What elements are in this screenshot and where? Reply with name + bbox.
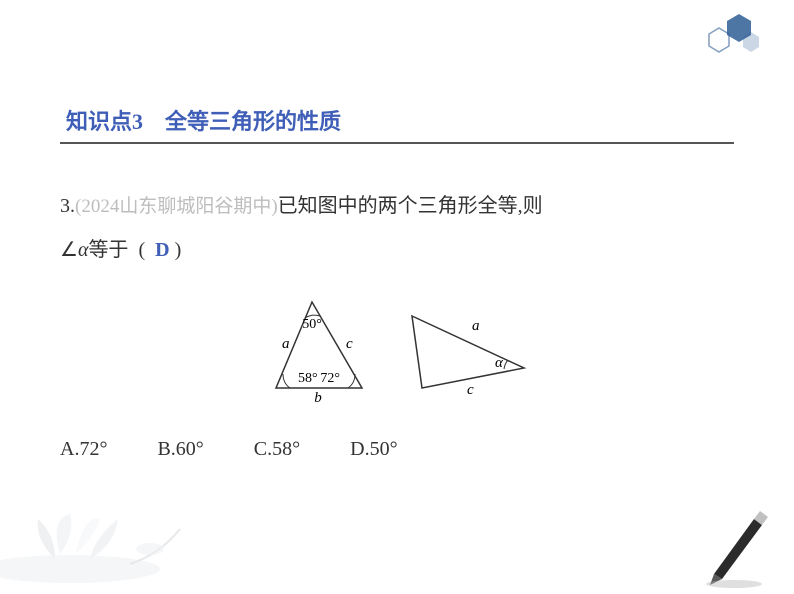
angle-symbol: ∠ <box>60 239 78 261</box>
alpha-symbol: α <box>78 239 89 261</box>
question-source: (2024山东聊城阳谷期中) <box>75 196 278 217</box>
pen-decor <box>694 499 784 594</box>
option-d: D.50° <box>350 438 397 461</box>
triangles-svg: 50° 58° 72° a c b a c α <box>242 290 552 405</box>
figures-area: 50° 58° 72° a c b a c α <box>60 290 734 410</box>
section-heading: 知识点3 全等三角形的性质 <box>60 100 734 144</box>
option-b: B.60° <box>157 438 203 461</box>
tri2-side-a: a <box>472 318 480 334</box>
tri1-side-a: a <box>282 336 290 352</box>
options-row: A.72° B.60° C.58° D.50° <box>60 438 734 461</box>
paren-open: ( <box>138 239 145 261</box>
question-body-1: 已知图中的两个三角形全等,则 <box>278 195 543 217</box>
tri1-angle-br: 72° <box>320 371 340 386</box>
hexagon-decor <box>699 12 769 67</box>
tri1-angle-top: 50° <box>302 317 322 332</box>
paren-close: ) <box>175 239 182 261</box>
triangle-2: a c α <box>412 316 524 398</box>
question-text: 3.(2024山东聊城阳谷期中)已知图中的两个三角形全等,则 ∠α等于 ( D … <box>60 184 734 272</box>
tri1-side-b: b <box>314 390 322 405</box>
question-number: 3. <box>60 195 75 217</box>
option-a: A.72° <box>60 438 107 461</box>
option-c: C.58° <box>254 438 300 461</box>
content-area: 知识点3 全等三角形的性质 3.(2024山东聊城阳谷期中)已知图中的两个三角形… <box>0 0 794 461</box>
tri1-side-c: c <box>346 336 353 352</box>
tri2-angle-alpha: α <box>495 355 504 371</box>
triangle-1: 50° 58° 72° a c b <box>276 302 362 405</box>
tri2-side-c: c <box>467 382 474 398</box>
answer-letter: D <box>155 239 169 261</box>
tri1-angle-bl: 58° <box>298 371 318 386</box>
question-body-2: 等于 <box>88 239 128 261</box>
lotus-watermark <box>0 459 200 594</box>
